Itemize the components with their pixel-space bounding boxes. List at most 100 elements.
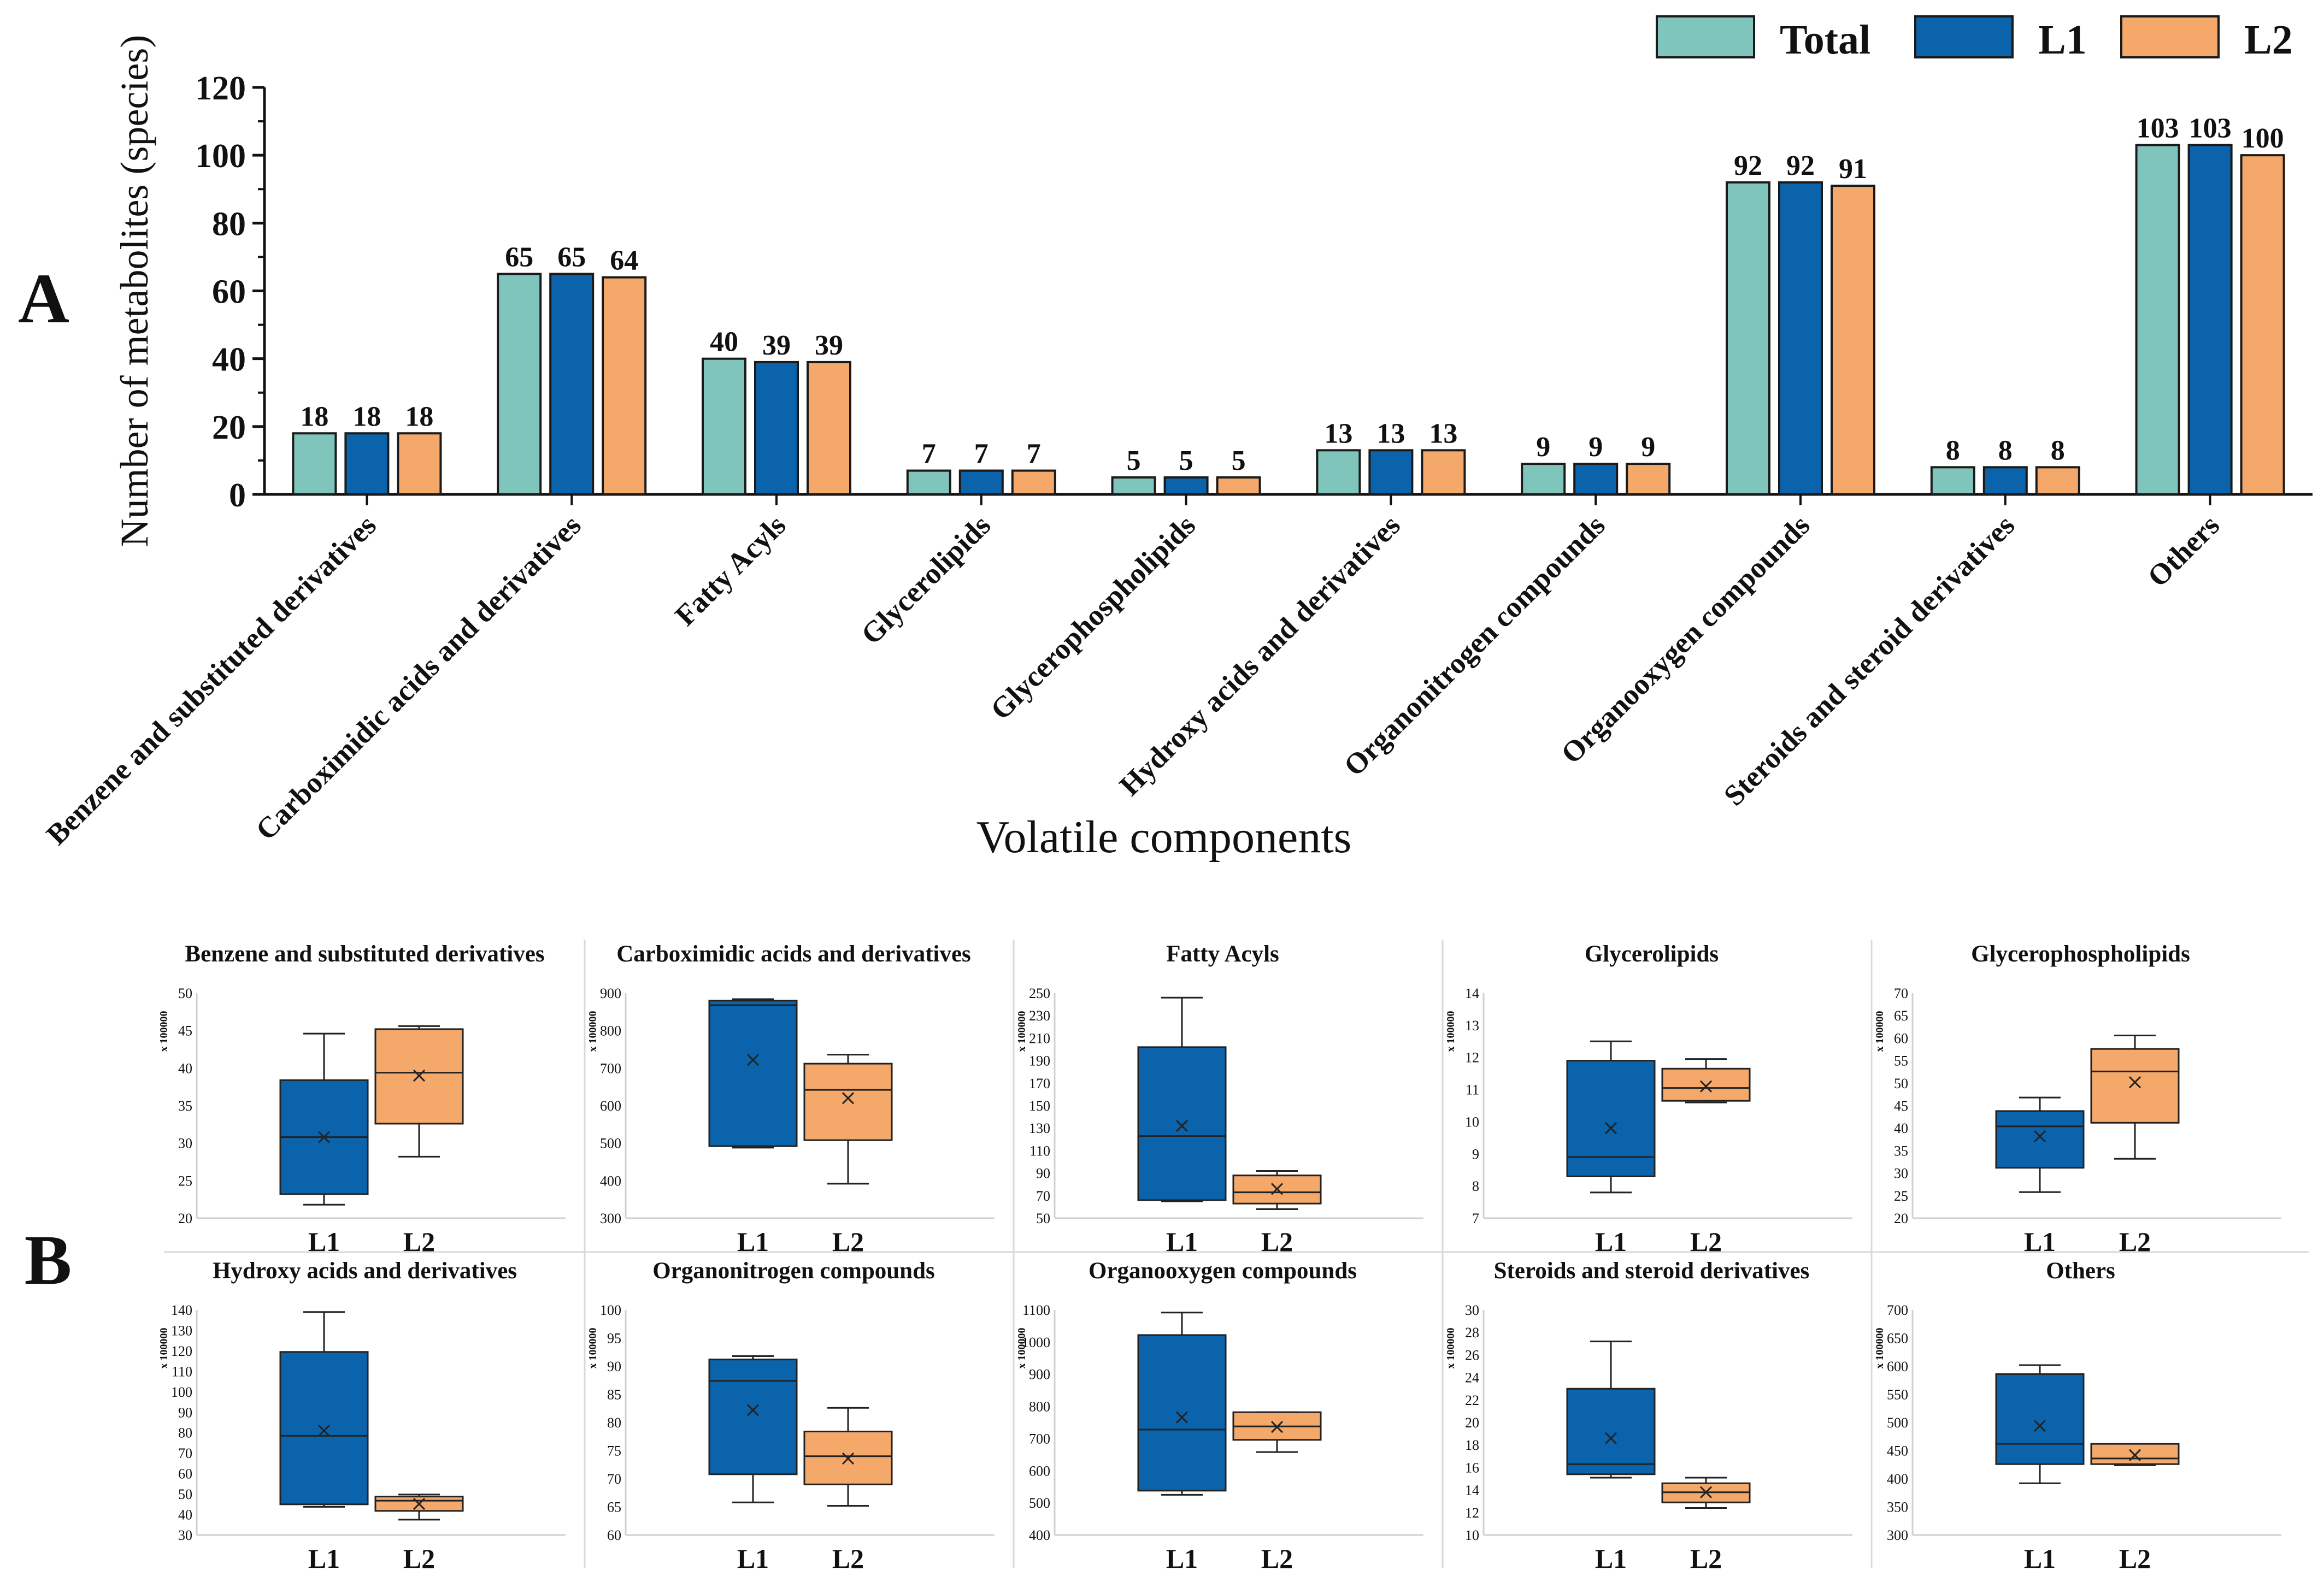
subplot-y-tick-label: 500 (1029, 1495, 1050, 1511)
bar-l1 (1368, 449, 1414, 496)
group-label: L2 (1690, 1226, 1722, 1257)
bar-l2 (1831, 185, 1875, 495)
y-tick-label: 100 (195, 138, 246, 175)
box-iqr (1995, 1373, 2085, 1465)
group-label: L2 (403, 1226, 435, 1257)
subplot-y-tick-label: 9 (1472, 1146, 1479, 1162)
subplot-y-tick-label: 80 (607, 1415, 621, 1431)
subplot-y-tick-label: 85 (607, 1387, 621, 1403)
bar-value-label: 100 (2241, 123, 2284, 154)
subplot-y-tick-label: 90 (178, 1404, 192, 1420)
box-l1 (1995, 1096, 2085, 1193)
group-label: L1 (1166, 1226, 1198, 1257)
subplot-y-tick-label: 170 (1029, 1076, 1050, 1091)
subplot-title: Organooxygen compounds (1089, 1258, 1357, 1284)
bar-l1 (1778, 181, 1823, 496)
subplot-y-tick-label: 18 (1465, 1437, 1479, 1453)
subplot-y-tick-label: 150 (1029, 1098, 1050, 1114)
subplot-y-tick-label: 140 (171, 1302, 192, 1318)
mean-marker (2033, 1130, 2046, 1143)
box-iqr (2090, 1048, 2180, 1124)
bar-l2 (1011, 469, 1056, 496)
subplot-y-tick-label: 45 (1894, 1098, 1908, 1114)
box-l2 (1232, 1411, 1322, 1453)
subplot-y-tick-label: 50 (1894, 1076, 1908, 1091)
box-l1 (708, 1355, 798, 1503)
bar-value-label: 18 (405, 401, 433, 432)
box-iqr (1661, 1067, 1751, 1102)
box-l2 (1661, 1058, 1751, 1103)
bar-total (1726, 181, 1770, 496)
subplot-y-tick-label: 75 (607, 1443, 621, 1459)
subplot-title: Hydroxy acids and derivatives (213, 1258, 517, 1284)
bar-value-label: 9 (1536, 432, 1550, 463)
scale-label: x 100000 (1445, 1011, 1457, 1052)
box-l2 (374, 1494, 464, 1521)
subplot-y-tick-label: 600 (1887, 1359, 1908, 1374)
box-iqr (279, 1351, 369, 1506)
mean-marker (2128, 1449, 2141, 1461)
box-iqr (1995, 1110, 2085, 1169)
subplot-y-tick-label: 65 (1894, 1008, 1908, 1024)
x-category-label: Carboximidic acids and derivatives (249, 509, 587, 846)
subplot-title: Glycerolipids (1585, 941, 1719, 967)
subplot-y-tick-label: 20 (178, 1211, 192, 1226)
group-label: L1 (1595, 1226, 1627, 1257)
subplot-title: Organonitrogen compounds (652, 1258, 934, 1284)
bar-value-label: 8 (1946, 435, 1960, 466)
bar-total (2135, 144, 2180, 495)
subplot-y-tick-label: 110 (1029, 1143, 1050, 1159)
subplot-y-tick-label: 400 (1029, 1527, 1050, 1543)
bar-value-label: 8 (1998, 435, 2013, 466)
subplot-y-tick-label: 100 (600, 1302, 621, 1318)
group-label: L2 (832, 1226, 864, 1257)
y-tick-label: 120 (195, 70, 246, 107)
subplot-y-tick-label: 300 (1887, 1527, 1908, 1543)
y-tick-label: 80 (212, 205, 246, 243)
bar-value-label: 64 (610, 245, 638, 276)
box-iqr (1137, 1046, 1227, 1201)
panel-b-box-plots: Benzene and substituted derivatives x 100… (158, 940, 2309, 1574)
subplot-y-tick-label: 35 (1894, 1143, 1908, 1159)
subplot-y-tick-label: 12 (1465, 1050, 1479, 1066)
box-l1 (1995, 1364, 2085, 1484)
subplot-y-tick-label: 210 (1029, 1030, 1050, 1046)
subplot-y-tick-label: 50 (178, 1486, 192, 1502)
x-category-label: Benzene and substituted derivatives (40, 509, 383, 851)
bar-value-label: 8 (2051, 435, 2065, 466)
bar-value-label: 5 (1179, 445, 1193, 476)
scale-label: x 100000 (1874, 1011, 1886, 1052)
mean-marker (842, 1452, 855, 1465)
legend-label-l2: L2 (2244, 17, 2293, 63)
subplot-y-tick-label: 26 (1465, 1347, 1479, 1363)
subplot-y-tick-label: 40 (178, 1507, 192, 1523)
legend-label-total: Total (1780, 17, 1870, 63)
bar-total (906, 469, 951, 496)
group-label: L2 (2119, 1543, 2151, 1574)
box-iqr (803, 1063, 893, 1141)
box-l2 (803, 1054, 893, 1185)
mean-marker (2033, 1420, 2046, 1432)
bar-value-label: 18 (300, 401, 328, 432)
box-iqr (1137, 1334, 1227, 1492)
bar-total (1111, 476, 1156, 495)
mean-marker (1175, 1411, 1189, 1424)
bar-value-label: 18 (352, 401, 381, 432)
scale-label: x 100000 (1874, 1328, 1886, 1369)
subplot-y-tick-label: 30 (178, 1527, 192, 1543)
box-subplot: Organooxygen compounds x 100000 400 500 600 7… (1016, 1258, 1423, 1574)
subplot-y-tick-label: 12 (1465, 1505, 1479, 1521)
subplot-y-tick-label: 70 (607, 1471, 621, 1487)
group-label: L2 (1690, 1543, 1722, 1574)
bar-value-label: 9 (1641, 432, 1655, 463)
box-subplot: Benzene and substituted derivatives x 100… (158, 941, 566, 1257)
group-label: L2 (2119, 1226, 2151, 1257)
box-l2 (1232, 1170, 1322, 1211)
box-iqr (708, 1359, 798, 1475)
subplot-y-tick-label: 130 (171, 1323, 192, 1338)
subplot-y-tick-label: 500 (600, 1136, 621, 1152)
x-axis-title: Volatile components (976, 812, 1352, 863)
bar-value-label: 13 (1376, 418, 1405, 449)
subplot-y-tick-label: 22 (1465, 1392, 1479, 1408)
subplot-y-tick-label: 900 (600, 985, 621, 1001)
